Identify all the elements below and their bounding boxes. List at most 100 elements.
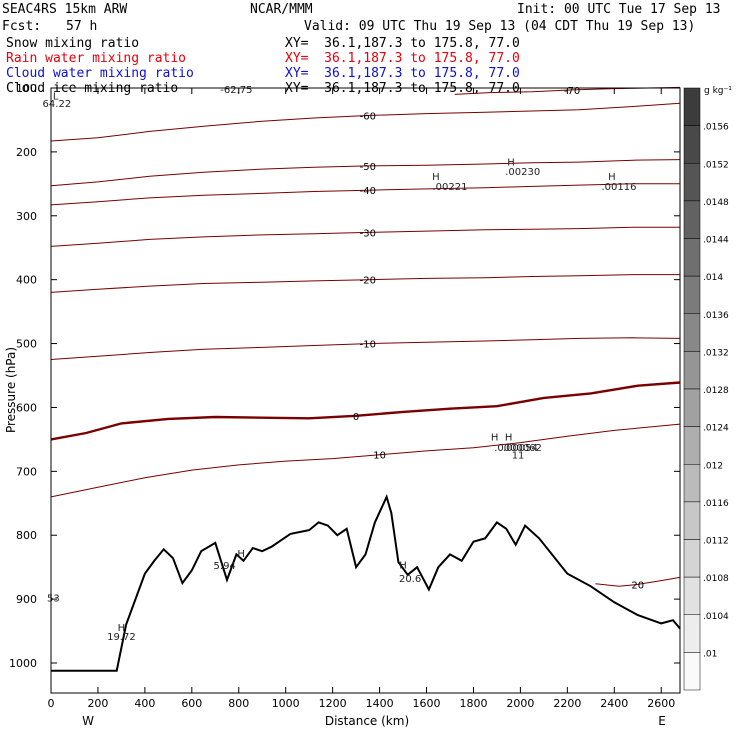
- contour-label-3: -40: [360, 186, 376, 197]
- y-tick-label: 1000: [9, 657, 37, 670]
- colorbar-label: .0124: [703, 424, 729, 434]
- temperature-contour-9: [595, 576, 681, 587]
- forecast-label: Fcst:: [2, 19, 42, 34]
- annotation-18: .00054: [503, 443, 538, 454]
- annotation-10: 5.94: [214, 561, 236, 572]
- contour-label-4: -30: [360, 228, 376, 239]
- y-tick-label: 300: [16, 210, 37, 223]
- contour-label-8: 10: [373, 451, 386, 462]
- colorbar-cell: [683, 200, 701, 239]
- field-name-cloud-water: Cloud water mixing ratio: [6, 66, 194, 81]
- colorbar-cell: [683, 426, 701, 465]
- field-xy-rain: XY= 36.1,187.3 to 175.8, 77.0: [285, 51, 520, 66]
- colorbar-label: .01: [703, 649, 717, 659]
- colorbar-label: .012: [703, 461, 723, 471]
- annotation-7: H: [608, 172, 616, 183]
- temperature-contour-5: [50, 274, 680, 293]
- y-tick-label: 900: [16, 593, 37, 606]
- colorbar-label: .0108: [703, 574, 729, 584]
- x-tick-label: 400: [134, 697, 155, 710]
- colorbar-label: .0136: [703, 311, 729, 321]
- temperature-contour-6: [50, 337, 681, 360]
- colorbar-label: .0152: [703, 160, 729, 170]
- colorbar-label: .014: [703, 273, 723, 283]
- colorbar-label: .0148: [703, 198, 729, 208]
- x-tick-label: 600: [181, 697, 202, 710]
- y-tick-label: 800: [16, 529, 37, 542]
- x-tick-label: 1200: [319, 697, 347, 710]
- field-name-snow: Snow mixing ratio: [6, 36, 140, 51]
- model-title: SEAC4RS 15km ARW: [2, 2, 128, 17]
- colorbar-cell: [683, 501, 701, 540]
- colorbar: .0156 .0152 .0148 .0144 .014 .0136 .0132 .0128.…: [683, 87, 729, 691]
- contour-label-7: 0: [353, 412, 359, 423]
- y-tick-label: 200: [16, 146, 37, 159]
- temperature-contour-8: [50, 423, 681, 498]
- forecast-hours: 57 h: [66, 19, 98, 34]
- colorbar-cell: [683, 539, 701, 578]
- colorbar-unit: g kg⁻¹: [704, 86, 732, 96]
- colorbar-cell: [683, 464, 701, 503]
- colorbar-cell: [683, 275, 701, 314]
- annotation-0: L: [53, 92, 59, 103]
- annotation-8: .00116: [601, 182, 636, 193]
- colorbar-label: .0116: [703, 499, 729, 509]
- field-name-rain: Rain water mixing ratio: [6, 51, 187, 66]
- colorbar-label: .0104: [703, 612, 729, 622]
- colorbar-cell: [683, 163, 701, 202]
- x-axis-east-label: E: [658, 714, 666, 728]
- temperature-contour-2: [50, 159, 681, 187]
- colorbar-label: .0156: [703, 123, 729, 133]
- annotation-14: 19.72: [107, 632, 136, 643]
- colorbar-label: .0144: [703, 236, 729, 246]
- temperature-contour-7: [50, 381, 681, 441]
- colorbar-cell: [683, 388, 701, 427]
- colorbar-cell: [683, 238, 701, 277]
- colorbar-label: .0128: [703, 386, 729, 396]
- colorbar-cell: [683, 125, 701, 164]
- contour-label-9: 20: [631, 580, 644, 591]
- x-tick-label: 2400: [600, 697, 628, 710]
- x-axis-west-label: W: [82, 714, 94, 728]
- annotation-15: H: [491, 433, 499, 444]
- contour-label-0: -70: [564, 86, 580, 97]
- annotation-19: 11: [512, 451, 525, 462]
- x-tick-label: 2000: [506, 697, 534, 710]
- colorbar-cell: [683, 313, 701, 352]
- colorbar-label: .0112: [703, 537, 729, 547]
- x-tick-label: 800: [228, 697, 249, 710]
- y-axis-title: Pressure (hPa): [4, 347, 18, 433]
- colorbar-cell: [683, 652, 701, 691]
- annotation-11: H: [399, 560, 407, 571]
- colorbar-label: .0132: [703, 348, 729, 358]
- annotation-4: .00221: [432, 182, 467, 193]
- x-tick-label: 1800: [459, 697, 487, 710]
- valid-time: Valid: 09 UTC Thu 19 Sep 13 (04 CDT Thu …: [304, 19, 696, 34]
- y-tick-label: 500: [16, 338, 37, 351]
- annotation-2: -62.75: [220, 85, 252, 96]
- x-tick-label: 1400: [366, 697, 394, 710]
- plot-area: -70 -60 -50 -40 -30 -20 -10 0 10 20 L64.22 -62.75 H.…: [43, 85, 681, 672]
- annotation-1: 64.22: [43, 99, 72, 110]
- colorbar-cell: [683, 576, 701, 615]
- y-tick-label: 100: [16, 82, 37, 95]
- field-xy-cloud-water: XY= 36.1,187.3 to 175.8, 77.0: [285, 66, 520, 81]
- x-tick-label: 0: [48, 697, 55, 710]
- contour-label-5: -20: [360, 276, 376, 287]
- y-tick-label: 700: [16, 465, 37, 478]
- x-tick-label: 1600: [413, 697, 441, 710]
- x-tick-label: 200: [87, 697, 108, 710]
- contour-label-2: -50: [360, 162, 376, 173]
- annotation-5: H: [507, 157, 515, 168]
- annotation-9: H: [237, 549, 245, 560]
- y-tick-label: 400: [16, 274, 37, 287]
- temperature-contour-3: [50, 183, 680, 206]
- annotation-17: .0000062: [494, 443, 542, 454]
- temperature-contour-1: [50, 102, 681, 142]
- org-label: NCAR/MMM: [250, 2, 313, 17]
- x-axis-title: Distance (km): [325, 714, 409, 728]
- annotation-3: H: [432, 172, 440, 183]
- temperature-contour-4: [50, 226, 680, 247]
- init-time: Init: 00 UTC Tue 17 Sep 13: [517, 2, 721, 17]
